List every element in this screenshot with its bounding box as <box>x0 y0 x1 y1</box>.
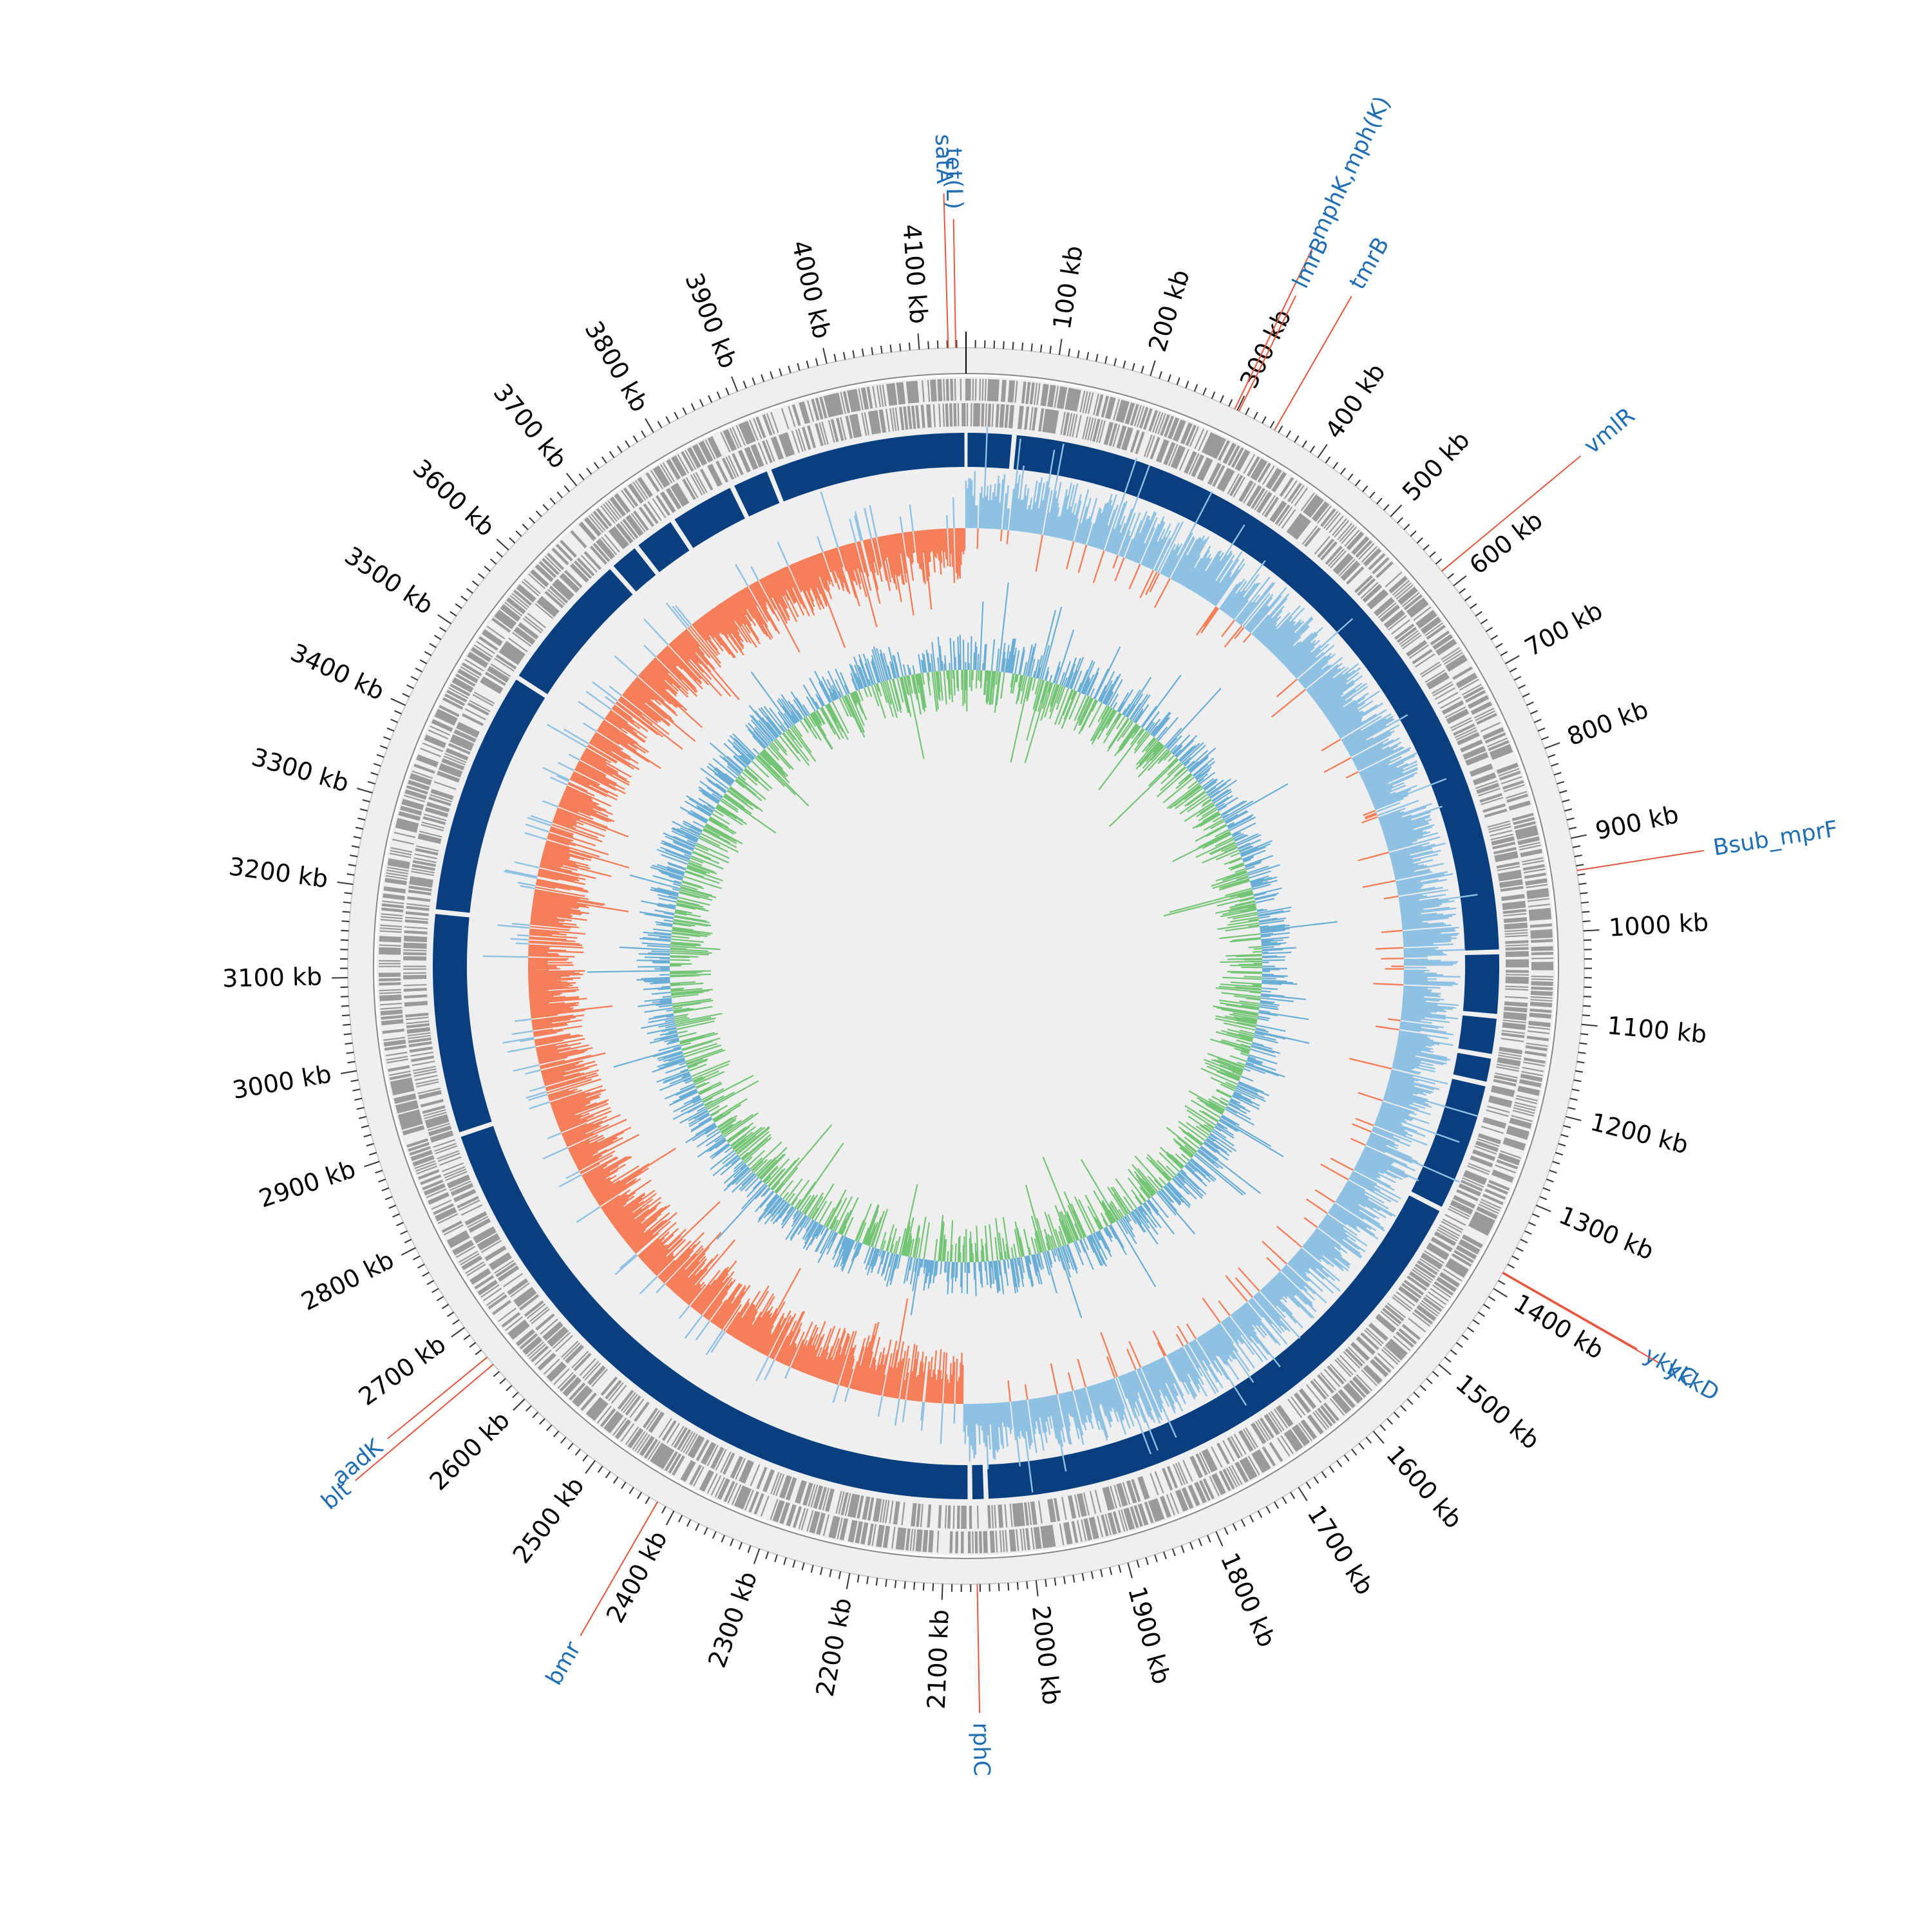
backbone-segment <box>771 433 965 502</box>
tick-label: 1200 kb <box>1587 1108 1691 1159</box>
tick-label: 3800 kb <box>579 316 654 417</box>
annotation-leader-line <box>1238 295 1297 412</box>
annotation-leader-line <box>387 1356 488 1439</box>
backbone-segment <box>433 914 492 1133</box>
tick-label: 2100 kb <box>922 1609 954 1709</box>
tick-label: 2600 kb <box>424 1406 515 1496</box>
tick-label: 1700 kb <box>1302 1501 1379 1600</box>
tick-label: 2200 kb <box>811 1596 857 1699</box>
tick-label: 4100 kb <box>897 223 933 325</box>
tick-label: 1800 kb <box>1215 1549 1282 1651</box>
tick-label: 3500 kb <box>339 541 438 620</box>
annotation-leader-line <box>1502 1273 1660 1364</box>
gene-label: bmr <box>541 1637 586 1690</box>
gc-skew-negative <box>527 527 1405 1404</box>
tick-label: 1900 kb <box>1122 1584 1176 1687</box>
tick-label: 2900 kb <box>256 1155 359 1213</box>
tick-label: 2500 kb <box>507 1472 589 1568</box>
annotation-leader-line <box>1502 1271 1638 1350</box>
gene-label: rphC <box>967 1722 994 1776</box>
backbone-segment <box>1013 435 1499 951</box>
gene-label: aadK <box>328 1434 388 1490</box>
gc-content-track <box>587 582 1338 1318</box>
backbone-segment <box>518 569 633 694</box>
tick-label: 400 kb <box>1320 358 1391 444</box>
annotation-leader-line <box>943 193 949 348</box>
tick-label: 3100 kb <box>222 962 323 992</box>
tick-label: 3600 kb <box>408 454 500 542</box>
tick-label: 3200 kb <box>227 852 330 893</box>
tick-label: 2400 kb <box>601 1526 673 1627</box>
gene-label: satA <box>930 134 957 185</box>
tick-label: 700 kb <box>1520 596 1607 662</box>
backbone-segment <box>435 679 545 913</box>
backbone-segment <box>972 1464 984 1499</box>
gene-label: tmrB <box>1345 233 1395 294</box>
tick-label: 3400 kb <box>287 638 389 706</box>
tick-label: 1400 kb <box>1509 1289 1609 1365</box>
gc-skew-track <box>482 426 1479 1493</box>
gc-skew-positive <box>482 426 1479 1493</box>
annotation-leader-line <box>976 1584 981 1713</box>
gene-label: mphK,mph(K) <box>1305 92 1396 243</box>
tick-label: 1500 kb <box>1450 1369 1545 1455</box>
cds-reverse-strand <box>402 402 1530 1530</box>
gc-content-high <box>587 582 1338 1318</box>
tick-label: 500 kb <box>1397 426 1475 506</box>
annotation-leader-line <box>580 1501 658 1636</box>
tick-label: 2800 kb <box>297 1245 399 1316</box>
backbone-segment <box>1411 1079 1486 1207</box>
backbone-segment <box>1463 954 1499 1014</box>
backbone-segment <box>734 471 780 517</box>
backbone-segment <box>674 488 745 549</box>
annotation-leader-line <box>355 1363 494 1481</box>
backbone-segment <box>987 1195 1440 1499</box>
tick-label: 3000 kb <box>231 1059 334 1104</box>
tick-label: 300 kb <box>1235 305 1297 393</box>
backbone-segment <box>460 1126 968 1499</box>
tick-label: 900 kb <box>1593 800 1681 845</box>
tick-label: 2000 kb <box>1027 1604 1066 1707</box>
tick-label: 2300 kb <box>703 1567 762 1671</box>
gene-label: lmrB <box>1288 234 1334 292</box>
gc-content-low <box>669 669 1263 1263</box>
tick-label: 1100 kb <box>1606 1011 1708 1048</box>
backbone-track <box>433 433 1499 1499</box>
annotation-leader-line <box>1234 246 1314 410</box>
tick-label: 3900 kb <box>679 269 743 372</box>
gene-label: Bsub_mprF <box>1712 817 1840 862</box>
tick-label: 1600 kb <box>1381 1440 1468 1534</box>
tick-label: 1300 kb <box>1555 1200 1658 1265</box>
annotation-leader-line <box>1441 455 1581 572</box>
tick-label: 1000 kb <box>1608 908 1709 942</box>
cds-forward-strand <box>378 379 1554 1553</box>
backbone-segment <box>638 522 690 573</box>
tick-label: 3700 kb <box>488 378 573 473</box>
cds-track <box>378 379 1554 1553</box>
annotation-leader-line <box>952 219 957 348</box>
tick-label: 3300 kb <box>249 743 352 798</box>
gene-label: ykkD <box>1662 1356 1723 1406</box>
annotation-leader-line <box>1274 296 1352 431</box>
annotation-leader-line <box>1577 849 1705 871</box>
backbone-segment <box>1458 1015 1497 1054</box>
tick-label: 4000 kb <box>786 238 837 341</box>
tick-label: 200 kb <box>1143 266 1195 355</box>
backbone-segment <box>967 433 1012 469</box>
gene-label: tet(L) <box>940 147 967 209</box>
backbone-segment <box>613 548 656 592</box>
tick-label: 800 kb <box>1563 695 1652 751</box>
tick-label: 100 kb <box>1048 243 1088 331</box>
gene-label: vmlR <box>1579 403 1640 460</box>
backbone-segment <box>1453 1052 1492 1082</box>
